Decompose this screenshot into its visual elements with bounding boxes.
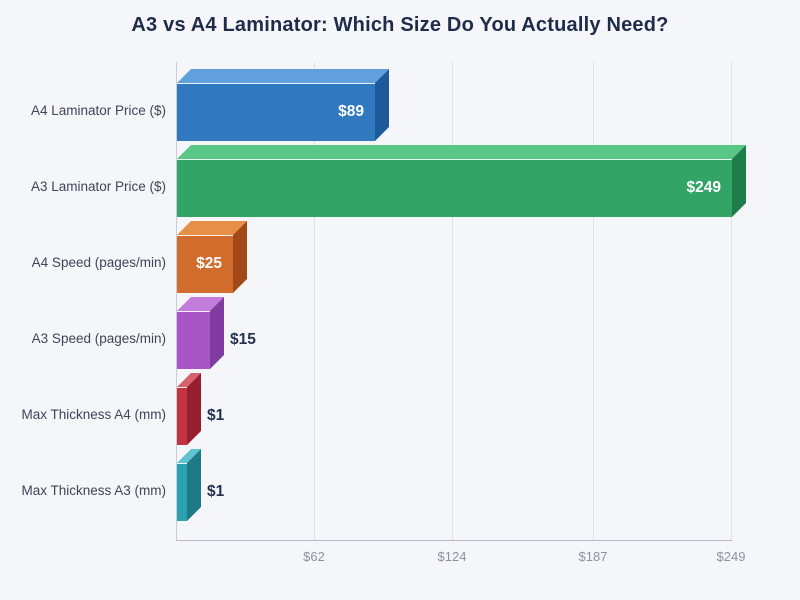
bar <box>177 311 210 369</box>
x-tick-label: $187 <box>578 549 608 564</box>
bar-value-label: $1 <box>207 483 225 500</box>
bar <box>177 387 187 445</box>
category-label: Max Thickness A4 (mm) <box>21 407 166 422</box>
bar <box>177 463 187 521</box>
bar-top-face <box>177 297 224 311</box>
category-label: A3 Speed (pages/min) <box>31 331 166 346</box>
x-tick-label: $62 <box>303 549 325 564</box>
category-axis-labels: A4 Laminator Price ($) A3 Laminator Price… <box>0 62 166 540</box>
bar-side-face <box>732 145 746 217</box>
bar-top-face <box>177 69 389 83</box>
bar-value-label: $1 <box>207 407 225 424</box>
bar-side-face <box>187 449 201 521</box>
bar-value-label: $89 <box>338 103 364 120</box>
plot-area: $89 $249 $25 $15 $1 $1 <box>176 62 746 541</box>
gridline-$124 <box>452 62 453 540</box>
category-label: A4 Speed (pages/min) <box>31 255 166 270</box>
bar <box>177 83 375 141</box>
bar-side-face <box>187 373 201 445</box>
bar-top-face <box>177 221 247 235</box>
bar-side-face <box>233 221 247 293</box>
category-label: Max Thickness A3 (mm) <box>21 483 166 498</box>
x-tick-label: $249 <box>716 549 746 564</box>
bar-value-label: $249 <box>686 179 721 196</box>
bar <box>177 159 732 217</box>
category-label: A3 Laminator Price ($) <box>30 179 166 194</box>
gridline-$249 <box>731 62 732 540</box>
bar-top-face <box>177 145 746 159</box>
bar <box>177 235 233 293</box>
chart-title: A3 vs A4 Laminator: Which Size Do You Ac… <box>131 14 669 36</box>
bar-side-face <box>375 69 389 141</box>
gridline-$62 <box>314 62 315 540</box>
category-label: A4 Laminator Price ($) <box>30 103 166 118</box>
bar-value-label: $15 <box>230 331 256 348</box>
x-axis-tick-labels: $62 $124 $187 $249 <box>176 549 745 569</box>
bar-side-face <box>210 297 224 369</box>
x-tick-label: $124 <box>437 549 467 564</box>
bar-value-label: $25 <box>196 255 222 272</box>
gridline-$187 <box>593 62 594 540</box>
